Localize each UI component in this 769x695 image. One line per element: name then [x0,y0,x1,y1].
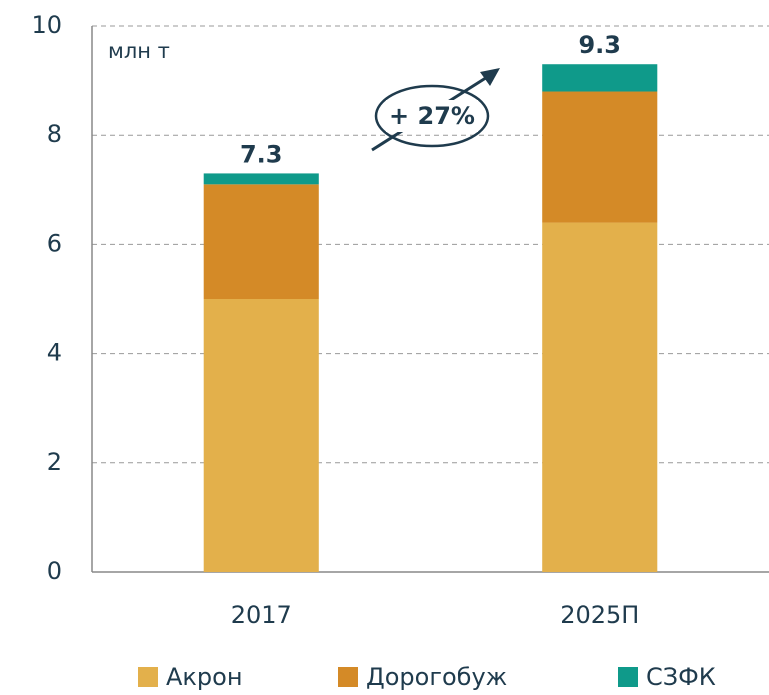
bar-segment [542,91,658,223]
plot: 0 2 4 6 8 10 7.3 2017 9.3 2025П Акрон Дорогобуж СЗФК [31,11,769,691]
legend-swatch [138,667,158,687]
x-tick-label: 2025П [560,601,639,629]
annotation-text: + 27% [389,102,475,130]
total-label: 9.3 [578,31,621,59]
growth-annotation: + 27% [371,68,500,152]
annotation-bg [386,100,478,132]
bar-segment [542,222,658,572]
legend-swatch [618,667,638,687]
y-tick-label: 6 [47,229,62,257]
bar-segment [203,299,319,572]
x-tick-label: 2017 [231,601,292,629]
y-tick-label: 2 [47,448,62,476]
y-tick-label: 8 [47,120,62,148]
annotation-arrowhead [480,68,500,86]
bar-segment [203,184,319,299]
legend-label: Дорогобуж [366,663,507,691]
bar-segment [542,64,658,92]
total-label: 7.3 [240,140,283,168]
y-tick-label: 4 [47,339,62,367]
y-tick-label: 10 [31,11,62,39]
legend-label: СЗФК [646,663,716,691]
y-tick-label: 0 [47,557,62,585]
unit-label: млн т [108,39,170,63]
legend-swatch [338,667,358,687]
bar-segment [203,173,319,185]
annotation-ellipse [374,84,490,148]
legend-label: Акрон [166,663,243,691]
